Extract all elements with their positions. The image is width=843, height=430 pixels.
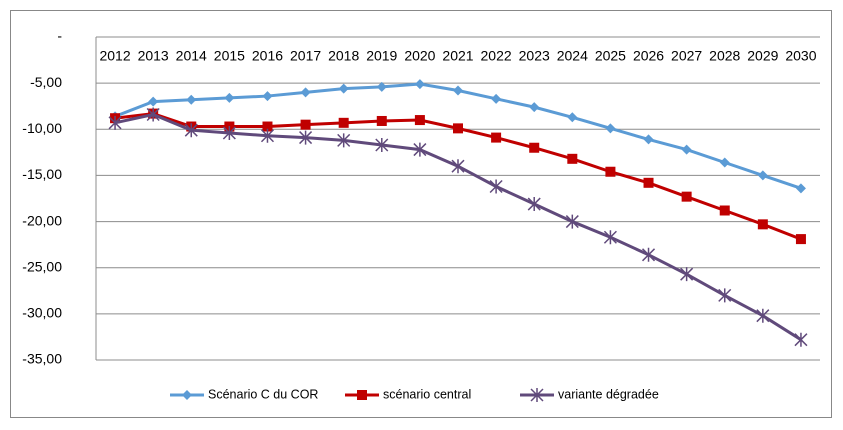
data-point [529, 102, 540, 113]
data-point [718, 288, 732, 303]
data-point [756, 308, 770, 323]
data-point [299, 130, 313, 145]
data-point [719, 205, 730, 216]
data-point [453, 123, 463, 134]
data-point [414, 79, 425, 90]
data-point [491, 93, 502, 104]
data-point [338, 83, 349, 94]
y-tick-label: -25,00 [22, 258, 62, 274]
data-point [757, 219, 768, 230]
x-tick-label: 2018 [328, 48, 359, 64]
x-tick-label: 2015 [214, 48, 245, 64]
chart-border [10, 10, 832, 418]
data-point [108, 115, 122, 130]
data-point [186, 94, 197, 105]
legend-marker [182, 390, 192, 400]
data-point [148, 96, 159, 107]
x-tick-label: 2022 [481, 48, 512, 64]
y-tick-label: -20,00 [22, 212, 62, 228]
data-point [795, 183, 806, 194]
data-point [643, 134, 654, 145]
data-point [451, 159, 465, 174]
data-point [489, 179, 503, 194]
y-tick-label: -30,00 [22, 305, 62, 321]
data-point [643, 177, 654, 188]
y-tick-label: -5,00 [30, 74, 62, 90]
legend-marker [357, 390, 367, 400]
x-tick-label: 2014 [176, 48, 207, 64]
data-point [795, 234, 806, 245]
data-point [300, 87, 311, 98]
data-point [414, 115, 425, 126]
x-tick-label: 2020 [404, 48, 435, 64]
x-tick-label: 2021 [442, 48, 473, 64]
data-point [375, 137, 389, 152]
data-point [603, 230, 617, 245]
data-point [680, 267, 694, 282]
data-point [222, 125, 236, 140]
data-point [605, 123, 616, 134]
data-point [567, 112, 578, 123]
x-tick-label: 2019 [366, 48, 397, 64]
data-point [527, 197, 541, 212]
data-point [184, 123, 198, 138]
data-point [681, 144, 692, 155]
data-point [605, 166, 616, 177]
data-point [681, 191, 692, 202]
y-tick-label: -35,00 [22, 351, 62, 367]
x-tick-label: 2025 [595, 48, 626, 64]
data-point [491, 132, 502, 143]
x-tick-label: 2029 [747, 48, 778, 64]
data-point [376, 115, 387, 126]
x-tick-label: 2030 [785, 48, 816, 64]
x-tick-label: 2023 [519, 48, 550, 64]
legend-label: Scénario C du COR [208, 387, 318, 401]
data-point [262, 121, 273, 132]
data-point [146, 107, 160, 122]
y-tick-label: -15,00 [22, 166, 62, 182]
y-tick-label: - [57, 28, 62, 44]
data-point [641, 247, 656, 262]
x-tick-label: 2013 [138, 48, 169, 64]
data-point [413, 142, 427, 157]
data-point [794, 332, 808, 347]
y-tick-label: -10,00 [22, 120, 62, 136]
data-point [376, 81, 387, 92]
legend-label: variante dégradée [558, 387, 659, 401]
data-point [262, 91, 273, 102]
data-point [757, 170, 768, 181]
data-point [719, 157, 730, 168]
x-tick-label: 2028 [709, 48, 740, 64]
data-point [567, 153, 578, 164]
data-point [300, 119, 311, 130]
x-tick-label: 2026 [633, 48, 664, 64]
data-point [224, 92, 235, 103]
data-point [565, 214, 579, 229]
x-tick-label: 2017 [290, 48, 321, 64]
x-tick-label: 2027 [671, 48, 702, 64]
data-point [338, 117, 349, 128]
legend-marker [530, 388, 544, 402]
data-point [260, 128, 275, 143]
data-point [337, 133, 351, 148]
legend-label: scénario central [383, 387, 471, 401]
data-point [529, 142, 540, 153]
x-tick-label: 2012 [99, 48, 130, 64]
x-tick-label: 2016 [252, 48, 283, 64]
data-point [453, 85, 463, 96]
x-tick-label: 2024 [557, 48, 588, 64]
